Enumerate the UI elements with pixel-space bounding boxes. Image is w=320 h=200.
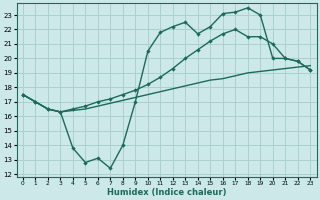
X-axis label: Humidex (Indice chaleur): Humidex (Indice chaleur) [107,188,226,197]
